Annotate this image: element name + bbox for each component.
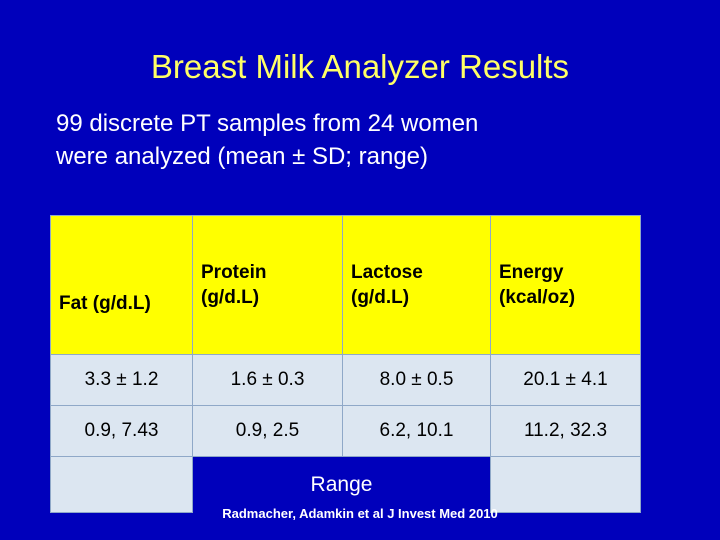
cell-range-fat: 0.9, 7.43 [50,405,193,457]
table-header-lactose-label: Lactose [351,262,423,283]
footer-blank-cell [50,456,193,513]
results-table-wrapper: Fat (g/d.L) Protein (g/d.L) Lactose (g/d… [50,215,641,513]
cell-range-energy: 11.2, 32.3 [490,405,641,457]
cell-mean-fat: 3.3 ± 1.2 [50,354,193,406]
table-header-energy-label: Energy [499,262,564,283]
table-header-energy: Energy (kcal/oz) [490,215,641,355]
subtitle-line-1: 99 discrete PT samples from 24 women [56,110,479,137]
table-header-lactose: Lactose (g/d.L) [342,215,491,355]
cell-mean-protein: 1.6 ± 0.3 [192,354,343,406]
cell-mean-energy: 20.1 ± 4.1 [490,354,641,406]
results-table: Fat (g/d.L) Protein (g/d.L) Lactose (g/d… [50,215,641,513]
subtitle-line-2: were analyzed (mean ± SD; range) [56,143,429,170]
citation: Radmacher, Adamkin et al J Invest Med 20… [222,506,498,521]
footer-blank-cell-right [490,456,641,513]
table-header-fat: Fat (g/d.L) [50,215,193,355]
table-header-protein-label: Protein [201,262,267,283]
table-row: 3.3 ± 1.2 1.6 ± 0.3 8.0 ± 0.5 20.1 ± 4.1 [50,354,641,406]
table-header-fat-label: Fat (g/d.L) [59,292,151,314]
table-header-energy-units: (kcal/oz) [499,287,576,308]
table-row: 0.9, 7.43 0.9, 2.5 6.2, 10.1 11.2, 32.3 [50,405,641,457]
table-header-lactose-units: (g/d.L) [351,287,410,308]
table-header-row: Fat (g/d.L) Protein (g/d.L) Lactose (g/d… [50,215,641,355]
table-footer-row: Range [50,456,641,513]
table-header-protein-units: (g/d.L) [201,287,260,308]
cell-range-lactose: 6.2, 10.1 [342,405,491,457]
table-header-protein: Protein (g/d.L) [192,215,343,355]
footer-range-label: Range [192,456,491,513]
page-title: Breast Milk Analyzer Results [150,48,570,85]
cell-range-protein: 0.9, 2.5 [192,405,343,457]
cell-mean-lactose: 8.0 ± 0.5 [342,354,491,406]
slide-subtitle: 99 discrete PT samples from 24 women wer… [56,107,676,173]
